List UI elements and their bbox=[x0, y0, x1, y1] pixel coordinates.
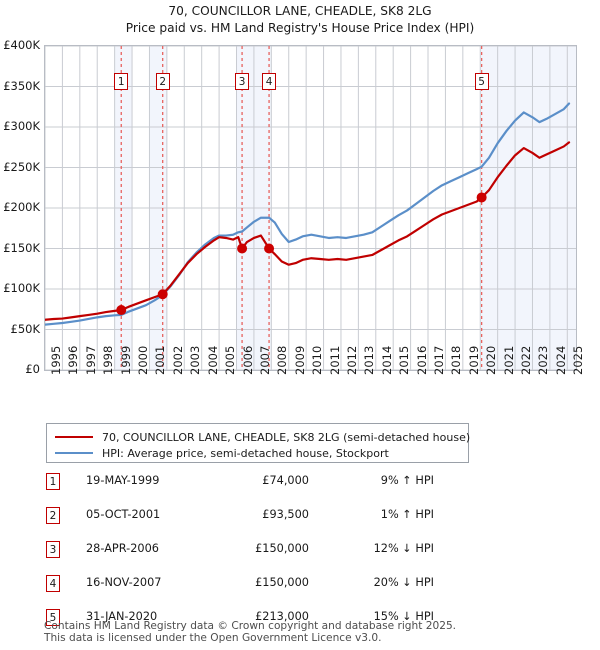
x-tick-label: 1996 bbox=[66, 345, 81, 375]
table-row[interactable]: 3 28-APR-2006 £150,000 12% ↓ HPI bbox=[44, 540, 474, 574]
x-tick-label: 2004 bbox=[205, 345, 220, 375]
row-hpi-delta: 9% ↑ HPI bbox=[380, 474, 434, 487]
x-tick-label: 2019 bbox=[466, 345, 481, 375]
x-tick-label: 2000 bbox=[136, 345, 151, 375]
x-tick-label: 2020 bbox=[484, 345, 499, 375]
row-date: 19-MAY-1999 bbox=[86, 474, 160, 487]
footer-line-1: Contains HM Land Registry data © Crown c… bbox=[44, 620, 457, 632]
y-tick-label: £400K bbox=[3, 38, 40, 52]
x-tick-label: 2025 bbox=[571, 345, 586, 375]
x-tick-label: 2014 bbox=[379, 345, 394, 375]
chart-callout-4[interactable]: 4 bbox=[262, 73, 277, 90]
x-tick-label: 2023 bbox=[536, 345, 551, 375]
x-tick-label: 2003 bbox=[188, 345, 203, 375]
row-date: 05-OCT-2001 bbox=[86, 508, 161, 521]
y-tick-label: £50K bbox=[10, 321, 41, 336]
transactions-table: 1 19-MAY-1999 £74,000 9% ↑ HPI 2 05-OCT-2001 £… bbox=[44, 472, 474, 642]
table-row[interactable]: 1 19-MAY-1999 £74,000 9% ↑ HPI bbox=[44, 472, 474, 506]
row-hpi-delta: 12% ↓ HPI bbox=[373, 542, 434, 555]
x-tick-label: 2024 bbox=[553, 345, 568, 375]
row-hpi-delta: 20% ↓ HPI bbox=[373, 576, 434, 589]
row-date: 31-JAN-2020 bbox=[86, 610, 158, 623]
row-badge-5[interactable]: 5 bbox=[46, 609, 60, 626]
x-tick-label: 2022 bbox=[519, 345, 534, 375]
row-date: 28-APR-2006 bbox=[86, 542, 159, 555]
x-tick-label: 2017 bbox=[432, 345, 447, 375]
x-tick-label: 2013 bbox=[362, 345, 377, 375]
legend-item-hpi: HPI: Average price, semi-detached house,… bbox=[55, 445, 460, 461]
footer-attribution: Contains HM Land Registry data © Crown c… bbox=[44, 620, 584, 645]
page-title: 70, COUNCILLOR LANE, CHEADLE, SK8 2LG Pr… bbox=[0, 3, 600, 37]
row-badge-4[interactable]: 4 bbox=[46, 575, 60, 592]
y-tick-label: £250K bbox=[3, 159, 40, 174]
x-tick-label: 1998 bbox=[101, 345, 116, 375]
legend-swatch-price-paid bbox=[55, 436, 93, 438]
x-tick-label: 2006 bbox=[240, 345, 255, 375]
row-price: £213,000 bbox=[255, 610, 309, 623]
table-row[interactable]: 2 05-OCT-2001 £93,500 1% ↑ HPI bbox=[44, 506, 474, 540]
row-price: £93,500 bbox=[262, 508, 309, 521]
x-tick-label: 2018 bbox=[449, 345, 464, 375]
row-date: 16-NOV-2007 bbox=[86, 576, 162, 589]
legend-swatch-hpi bbox=[55, 452, 93, 454]
legend-label-price-paid: 70, COUNCILLOR LANE, CHEADLE, SK8 2LG (s… bbox=[102, 430, 471, 444]
row-hpi-delta: 15% ↓ HPI bbox=[373, 610, 434, 623]
row-price: £150,000 bbox=[255, 576, 309, 589]
row-badge-3[interactable]: 3 bbox=[46, 541, 60, 558]
row-price: £150,000 bbox=[255, 542, 309, 555]
x-tick-label: 2002 bbox=[170, 345, 185, 375]
chart-callout-1[interactable]: 1 bbox=[114, 73, 129, 90]
x-tick-label: 2011 bbox=[327, 345, 342, 375]
chart-callout-2[interactable]: 2 bbox=[155, 73, 170, 90]
x-tick-label: 2016 bbox=[414, 345, 429, 375]
legend-item-price-paid: 70, COUNCILLOR LANE, CHEADLE, SK8 2LG (s… bbox=[55, 429, 470, 445]
x-tick-label: 2021 bbox=[501, 345, 516, 375]
x-tick-label: 2010 bbox=[310, 345, 325, 375]
chart-callout-5[interactable]: 5 bbox=[474, 73, 489, 90]
row-badge-2[interactable]: 2 bbox=[46, 507, 60, 524]
y-tick-label: £350K bbox=[3, 78, 40, 93]
title-line-1: 70, COUNCILLOR LANE, CHEADLE, SK8 2LG bbox=[168, 4, 432, 18]
table-row[interactable]: 4 16-NOV-2007 £150,000 20% ↓ HPI bbox=[44, 574, 474, 608]
chart-callout-3[interactable]: 3 bbox=[235, 73, 250, 90]
x-tick-label: 2001 bbox=[153, 345, 168, 375]
x-tick-label: 1995 bbox=[49, 345, 63, 375]
x-tick-label: 1999 bbox=[118, 345, 133, 375]
y-tick-label: £100K bbox=[3, 281, 40, 295]
x-tick-label: 1997 bbox=[83, 345, 98, 375]
x-tick-label: 2007 bbox=[257, 345, 272, 375]
x-tick-label: 2005 bbox=[223, 345, 238, 375]
y-tick-label: £0 bbox=[25, 362, 40, 376]
x-tick-label: 2012 bbox=[344, 345, 359, 375]
table-row[interactable]: 5 31-JAN-2020 £213,000 15% ↓ HPI bbox=[44, 608, 474, 642]
row-hpi-delta: 1% ↑ HPI bbox=[380, 508, 434, 521]
y-tick-label: £300K bbox=[3, 119, 40, 133]
row-badge-1[interactable]: 1 bbox=[46, 473, 60, 490]
x-tick-label: 2015 bbox=[397, 345, 412, 375]
title-line-2: Price paid vs. HM Land Registry's House … bbox=[125, 21, 475, 35]
chart-legend: 70, COUNCILLOR LANE, CHEADLE, SK8 2LG (s… bbox=[46, 423, 470, 463]
footer-line-2: This data is licensed under the Open Gov… bbox=[44, 632, 382, 645]
x-tick-label: 2009 bbox=[292, 345, 307, 375]
row-price: £74,000 bbox=[262, 474, 309, 487]
legend-label-hpi: HPI: Average price, semi-detached house,… bbox=[102, 446, 389, 460]
y-tick-label: £200K bbox=[3, 200, 40, 214]
x-tick-label: 2008 bbox=[275, 345, 290, 375]
plot-svg bbox=[45, 46, 576, 370]
y-tick-label: £150K bbox=[3, 240, 40, 255]
